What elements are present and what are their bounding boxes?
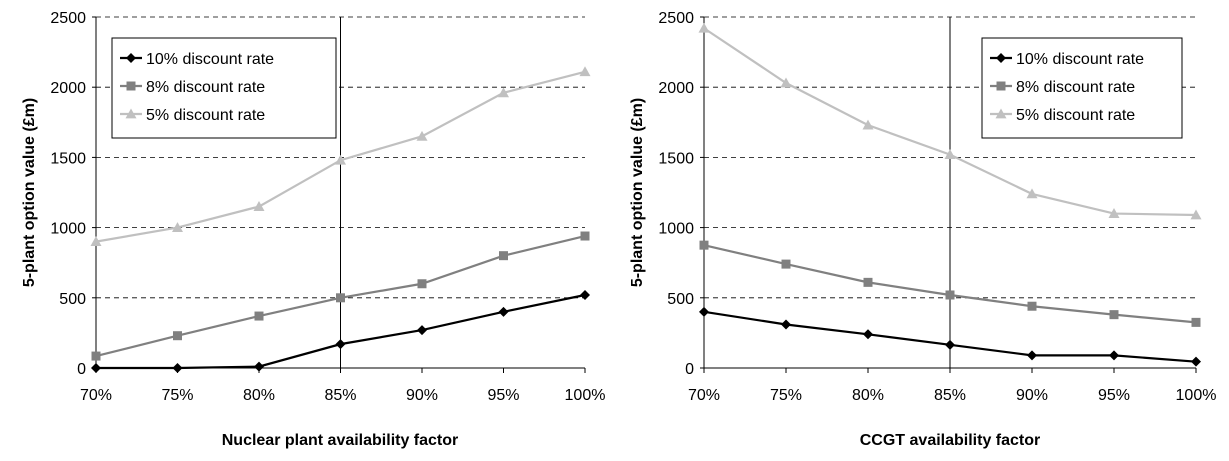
y-tick-label: 2500 (658, 10, 694, 27)
legend-swatch-marker (126, 81, 136, 91)
y-tick-label: 500 (667, 291, 694, 308)
chart-1: 0 500 1000 1500 2000 2500 70% 75% 80% 85% 90% 95% 10… (21, 10, 605, 449)
legend-swatch-marker (125, 108, 137, 119)
data-point (253, 201, 265, 211)
y-tick-label: 1500 (50, 150, 86, 167)
data-point (863, 329, 873, 340)
x-tick-label: 80% (852, 387, 884, 404)
data-point (90, 236, 102, 247)
x-tick-label: 75% (161, 387, 193, 404)
data-point (172, 363, 183, 373)
data-point (1109, 310, 1119, 320)
y-axis-label: 5-plant option value (£m) (21, 98, 38, 287)
data-point (945, 339, 955, 350)
data-point (336, 293, 345, 303)
data-point (254, 361, 264, 372)
data-point (91, 351, 101, 361)
data-point (580, 289, 590, 300)
legend-swatch-marker (996, 53, 1006, 63)
x-tick-label: 95% (1098, 387, 1130, 404)
data-point (1191, 317, 1201, 327)
x-tick-label: 70% (80, 387, 112, 404)
data-point (173, 331, 182, 341)
chart-2: 0 500 1000 1500 2000 2500 70% 75% 80% 85% 90% 95% 10… (629, 10, 1216, 449)
data-point (944, 149, 956, 159)
data-point (781, 259, 791, 269)
data-point (579, 66, 591, 77)
x-tick-label: 85% (324, 387, 356, 404)
x-tick-label: 90% (406, 387, 438, 404)
legend-box (981, 37, 1183, 139)
legend: 10% discount rate 8% discount rate 5% disc… (111, 37, 337, 139)
data-point (417, 325, 427, 336)
legend-label: 10% discount rate (1016, 51, 1144, 68)
data-point (580, 231, 590, 241)
y-axis-label: 5-plant option value (£m) (629, 98, 646, 287)
legend-label: 8% discount rate (146, 79, 265, 96)
y-tick-label: 1000 (658, 221, 694, 238)
legend-label: 5% discount rate (1016, 107, 1135, 124)
legend-swatch-marker (995, 108, 1007, 119)
data-point (498, 87, 509, 98)
data-point (863, 277, 873, 287)
x-tick-label: 95% (487, 387, 519, 404)
series-2 (91, 231, 590, 361)
y-tick-label: 2000 (658, 80, 694, 97)
series-3 (90, 66, 591, 247)
data-point (1027, 301, 1037, 311)
legend-swatch-marker (996, 81, 1006, 91)
data-point (945, 290, 955, 300)
data-point (498, 306, 509, 317)
data-point (335, 339, 346, 350)
data-point (335, 154, 346, 165)
x-tick-label: 75% (770, 387, 802, 404)
x-tick-label: 90% (1016, 387, 1048, 404)
y-tick-label: 1500 (658, 150, 694, 167)
data-point (862, 119, 874, 130)
y-tick-label: 0 (77, 361, 86, 378)
data-point (254, 311, 264, 321)
y-tick-label: 1000 (50, 221, 86, 238)
data-point (91, 363, 101, 373)
data-point (499, 251, 508, 261)
x-tick-label: 100% (1176, 387, 1217, 404)
series-3 (698, 22, 1202, 220)
data-point (699, 306, 709, 317)
series-1 (699, 306, 1201, 367)
data-point (172, 222, 183, 232)
legend: 10% discount rate 8% discount rate 5% disc… (981, 37, 1183, 139)
series-1 (91, 289, 590, 373)
x-tick-label: 85% (934, 387, 966, 404)
data-point (1191, 356, 1201, 367)
data-point (417, 279, 427, 289)
series-2 (699, 240, 1201, 327)
legend-box (111, 37, 337, 139)
data-point (780, 77, 792, 88)
y-tick-label: 2000 (50, 80, 86, 97)
data-point (416, 130, 428, 141)
x-tick-label: 100% (565, 387, 606, 404)
legend-label: 5% discount rate (146, 107, 265, 124)
data-point (1190, 209, 1202, 220)
x-tick-label: 70% (688, 387, 720, 404)
legend-label: 10% discount rate (146, 51, 274, 68)
data-point (1027, 350, 1037, 361)
legend-label: 8% discount rate (1016, 79, 1135, 96)
data-point (699, 240, 709, 250)
x-tick-label: 80% (243, 387, 275, 404)
data-point (1109, 350, 1119, 361)
y-tick-label: 2500 (50, 10, 86, 27)
y-tick-label: 500 (59, 291, 86, 308)
data-point (1026, 188, 1038, 199)
x-axis-label: Nuclear plant availability factor (222, 432, 459, 449)
legend-swatch-marker (126, 53, 136, 63)
data-point (781, 319, 791, 330)
x-axis-label: CCGT availability factor (860, 432, 1041, 449)
data-point (698, 22, 710, 33)
data-point (1108, 208, 1120, 218)
y-tick-label: 0 (685, 361, 694, 378)
